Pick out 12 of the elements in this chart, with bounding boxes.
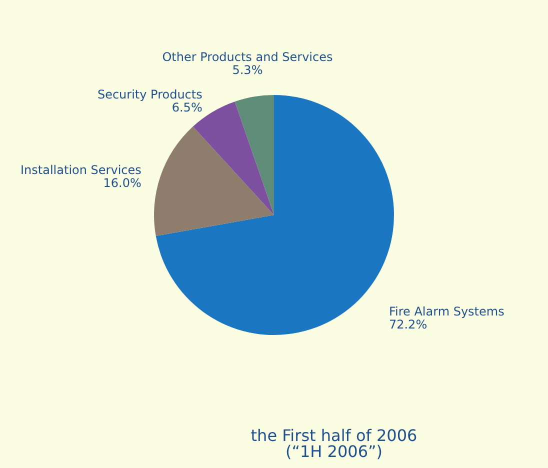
- data-label: 72.2%: [388, 317, 428, 332]
- slice-label: Security Products: [97, 88, 202, 102]
- pie-slice: [154, 126, 274, 236]
- text: the First half of 2006: [250, 426, 418, 445]
- data-label: 16.0%: [103, 176, 142, 190]
- data-label: 5.3%: [232, 63, 263, 78]
- text: (“1H 2006”): [285, 442, 383, 461]
- data-label: 6.5%: [172, 100, 202, 115]
- slice-label: Fire Alarm Systems: [388, 304, 504, 318]
- slice-label: Other Products and Services: [162, 50, 333, 64]
- slice-label: Installation Services: [20, 163, 142, 178]
- pie-slice: [234, 95, 274, 215]
